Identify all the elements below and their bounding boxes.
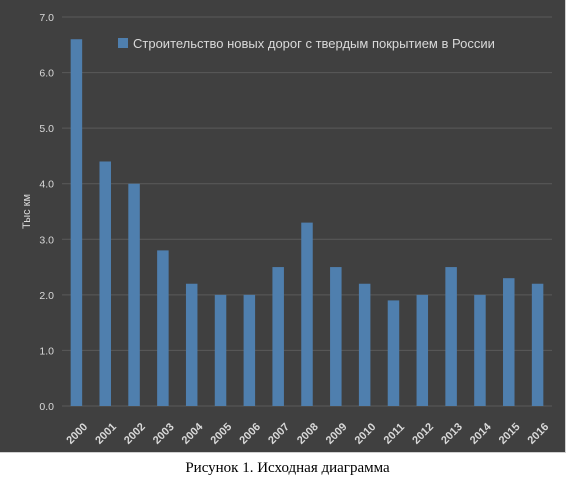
bar xyxy=(416,294,429,406)
x-tick-label: 2004 xyxy=(180,420,206,446)
x-tick-label: 2015 xyxy=(497,421,523,447)
y-tick-label: 4.0 xyxy=(39,179,54,191)
bar xyxy=(330,267,342,406)
x-tick-label: 2008 xyxy=(295,421,321,447)
y-tick-label: 1.0 xyxy=(39,345,54,357)
bar xyxy=(243,294,256,406)
x-tick-label: 2016 xyxy=(526,421,552,447)
x-tick-label: 2007 xyxy=(266,421,292,447)
x-tick-label: 2009 xyxy=(324,421,350,447)
y-tick-label: 0.0 xyxy=(39,401,54,413)
y-axis-title: Тыс км xyxy=(21,194,33,229)
x-tick-label: 2001 xyxy=(93,421,119,447)
x-tick-label: 2011 xyxy=(382,421,407,446)
bar xyxy=(272,267,284,406)
bar xyxy=(301,222,313,406)
legend-label: Строительство новых дорог с твердым покр… xyxy=(133,36,495,51)
bar xyxy=(128,183,140,406)
bar xyxy=(214,294,227,406)
x-tick-label: 2006 xyxy=(237,421,263,447)
chart-area: 0.0 1.0 2.0 3.0 4.0 5.0 6.0 7.0 Тыс км 2000 2001 20… xyxy=(0,0,566,453)
x-tick-label: 2013 xyxy=(439,421,465,447)
bar xyxy=(387,300,400,406)
bar xyxy=(531,283,544,406)
bar xyxy=(358,283,371,406)
y-tick-label: 2.0 xyxy=(39,290,54,302)
bar xyxy=(185,283,198,406)
bar xyxy=(157,250,169,406)
y-tick-label: 7.0 xyxy=(39,12,54,24)
bar xyxy=(70,39,83,406)
figure-caption: Рисунок 1. Исходная диаграмма xyxy=(185,460,390,476)
x-tick-label: 2000 xyxy=(64,421,90,447)
bar xyxy=(503,278,515,406)
legend-swatch xyxy=(118,38,128,48)
x-tick-label: 2005 xyxy=(209,421,235,447)
x-tick-label: 2010 xyxy=(353,421,379,447)
x-tick-label: 2012 xyxy=(410,421,436,447)
x-tick-label: 2003 xyxy=(151,421,177,447)
x-tick-label: 2014 xyxy=(468,420,494,446)
y-tick-label: 6.0 xyxy=(39,68,54,80)
bar xyxy=(99,161,111,406)
y-tick-label: 5.0 xyxy=(39,123,54,135)
bar xyxy=(445,267,457,406)
y-tick-label: 3.0 xyxy=(39,234,54,246)
bar xyxy=(474,294,486,406)
x-tick-label: 2002 xyxy=(122,421,148,447)
